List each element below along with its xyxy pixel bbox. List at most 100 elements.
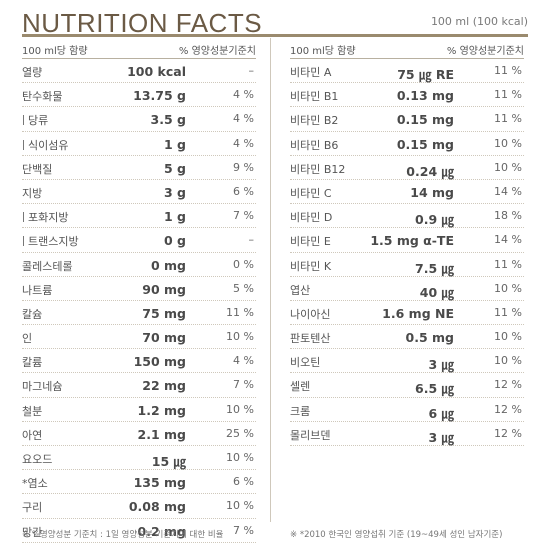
nutrient-amount: 3 ㎍ <box>428 429 454 445</box>
nutrient-name: 비타민 D <box>290 211 333 225</box>
nutrient-amount: 0.08 mg <box>128 499 186 515</box>
nutrient-name: 탄수화물 <box>22 90 63 104</box>
nutrient-amount: 0.5 mg <box>405 330 454 346</box>
nutrient-amount: 5 g <box>164 160 186 176</box>
nutrient-row: 비타민 K 7.5 ㎍ 11 % <box>290 253 524 277</box>
nutrient-amount: 0.2 mg <box>137 523 186 539</box>
nutrient-percent: 7 % <box>233 209 254 223</box>
nutrient-amount: 1.6 mg NE <box>382 305 454 321</box>
nutrient-amount: 22 mg <box>142 378 186 394</box>
nutrient-row: 비타민 A 75 ㎍ RE 11 % <box>290 59 524 84</box>
table-header: 100 ml당 함량 % 영양성분기준치 <box>290 38 524 59</box>
nutrient-row: 지방 3 g 6 % <box>22 180 256 205</box>
nutrient-name: 크롬 <box>290 404 311 418</box>
nutrient-percent: 10 % <box>494 354 522 368</box>
nutrient-name: 칼슘 <box>22 307 43 321</box>
nutrient-name: 나이아신 <box>290 307 331 321</box>
table-header: 100 ml당 함량 % 영양성분기준치 <box>22 38 256 59</box>
nutrient-name: 판토텐산 <box>290 332 331 346</box>
nutrient-percent: 11 % <box>494 257 522 271</box>
nutrient-percent: 11 % <box>226 305 254 319</box>
nutrient-amount: 90 mg <box>142 281 186 297</box>
amount-column-header: 100 ml당 함량 <box>290 46 356 57</box>
nutrient-row: 콜레스테롤 0 mg 0 % <box>22 253 256 277</box>
nutrient-row: 판토텐산 0.5 mg 10 % <box>290 325 524 350</box>
amount-column-header: 100 ml당 함량 <box>22 46 88 57</box>
nutrient-amount: 75 ㎍ RE <box>397 67 454 82</box>
nutrient-percent: 11 % <box>494 112 522 126</box>
nutrient-name: 비타민 E <box>290 235 331 249</box>
nutrient-row: 단백질 5 g 9 % <box>22 156 256 180</box>
nutrient-row: 망간 0.2 mg 7 % <box>22 519 256 543</box>
nutrient-row: 열량 100 kcal – <box>22 59 256 84</box>
nutrient-row: *염소 135 mg 6 % <box>22 470 256 495</box>
nutrient-name: 비타민 B1 <box>290 90 339 104</box>
nutrient-amount: 0.24 ㎍ <box>406 163 454 179</box>
nutrient-percent: 4 % <box>233 112 254 126</box>
nutrient-name: 비타민 C <box>290 186 332 200</box>
nutrient-amount: 0.9 ㎍ <box>415 212 454 228</box>
nutrient-amount: 1.5 mg α-TE <box>370 233 454 249</box>
nutrient-name: 엽산 <box>290 283 311 297</box>
nutrient-amount: 0.15 mg <box>396 136 454 152</box>
nutrient-amount: 150 mg <box>133 354 186 370</box>
nutrient-row: 비타민 B2 0.15 mg 11 % <box>290 107 524 132</box>
top-rule <box>22 34 528 37</box>
nutrient-name: 나트륨 <box>22 283 53 297</box>
nutrient-percent: 4 % <box>233 136 254 150</box>
nutrient-name: 인 <box>22 332 33 346</box>
nutrient-amount: 6.5 ㎍ <box>415 381 454 397</box>
nutrient-percent: 4 % <box>233 88 254 102</box>
nutrient-name: 요오드 <box>22 453 53 466</box>
nutrient-name: 아연 <box>22 428 43 442</box>
nutrient-percent: 12 % <box>494 378 522 392</box>
nutrient-row: 비오틴 3 ㎍ 10 % <box>290 349 524 374</box>
nutrient-percent: – <box>248 233 255 247</box>
nutrient-name: 콜레스테롤 <box>22 259 73 273</box>
nutrient-row: 비타민 D 0.9 ㎍ 18 % <box>290 204 524 229</box>
nutrient-rows: 열량 100 kcal – 탄수화물 13.75 g 4 % 당류 3.5 g 4 % 식이섬유 1… <box>22 59 256 543</box>
nutrient-amount: 3 ㎍ <box>428 357 454 373</box>
nutrient-amount: 2.1 mg <box>137 426 186 442</box>
nutrient-row: 비타민 C 14 mg 14 % <box>290 180 524 205</box>
nutrient-percent: 12 % <box>494 402 522 416</box>
nutrient-percent: 0 % <box>233 257 254 271</box>
nutrient-amount: 1 g <box>164 209 186 225</box>
nutrient-amount: 75 mg <box>142 305 186 321</box>
nutrient-percent: 11 % <box>494 88 522 102</box>
nutrient-name: 단백질 <box>22 162 53 176</box>
nutrient-percent: 12 % <box>494 426 522 440</box>
footnote-left: ※ %영양성분 기준치 : 1일 영양성분 기준치에 대한 비율 <box>22 530 224 540</box>
page-title: NUTRITION FACTS <box>22 8 263 38</box>
nutrient-row: 식이섬유 1 g 4 % <box>22 132 256 156</box>
nutrient-name: 마그네슘 <box>22 380 63 394</box>
nutrient-row: 당류 3.5 g 4 % <box>22 107 256 132</box>
nutrient-name: 포화지방 <box>23 209 68 225</box>
nutrient-row: 크롬 6 ㎍ 12 % <box>290 398 524 422</box>
nutrient-amount: 40 ㎍ <box>419 284 454 300</box>
nutrient-name: 비오틴 <box>290 356 321 370</box>
nutrient-percent: 10 % <box>226 499 254 513</box>
nutrient-row: 트랜스지방 0 g – <box>22 228 256 253</box>
nutrient-name: 칼륨 <box>22 356 43 370</box>
nutrient-amount: 7.5 ㎍ <box>415 260 454 276</box>
nutrient-name: 비타민 A <box>290 66 332 79</box>
nutrient-row: 요오드 15 ㎍ 10 % <box>22 446 256 471</box>
nutrient-amount: 15 ㎍ <box>151 454 186 469</box>
nutrient-amount: 3 g <box>164 184 186 200</box>
nutrient-percent: 25 % <box>226 426 254 440</box>
nutrient-amount: 6 ㎍ <box>428 405 454 421</box>
nutrient-rows: 비타민 A 75 ㎍ RE 11 % 비타민 B1 0.13 mg 11 % 비타민 B2 0… <box>290 59 524 446</box>
nutrient-row: 인 70 mg 10 % <box>22 325 256 350</box>
nutrient-percent: 6 % <box>233 475 254 489</box>
nutrient-amount: 1.2 mg <box>137 402 186 418</box>
nutrient-row: 비타민 B12 0.24 ㎍ 10 % <box>290 156 524 180</box>
nutrient-amount: 0.15 mg <box>396 112 454 128</box>
nutrient-percent: 10 % <box>226 451 254 464</box>
nutrient-amount: 100 kcal <box>127 64 186 79</box>
nutrient-row: 나트륨 90 mg 5 % <box>22 277 256 301</box>
nutrient-row: 탄수화물 13.75 g 4 % <box>22 83 256 108</box>
nutrient-percent: – <box>248 64 255 77</box>
nutrient-row: 칼륨 150 mg 4 % <box>22 349 256 374</box>
nutrient-row: 철분 1.2 mg 10 % <box>22 398 256 422</box>
